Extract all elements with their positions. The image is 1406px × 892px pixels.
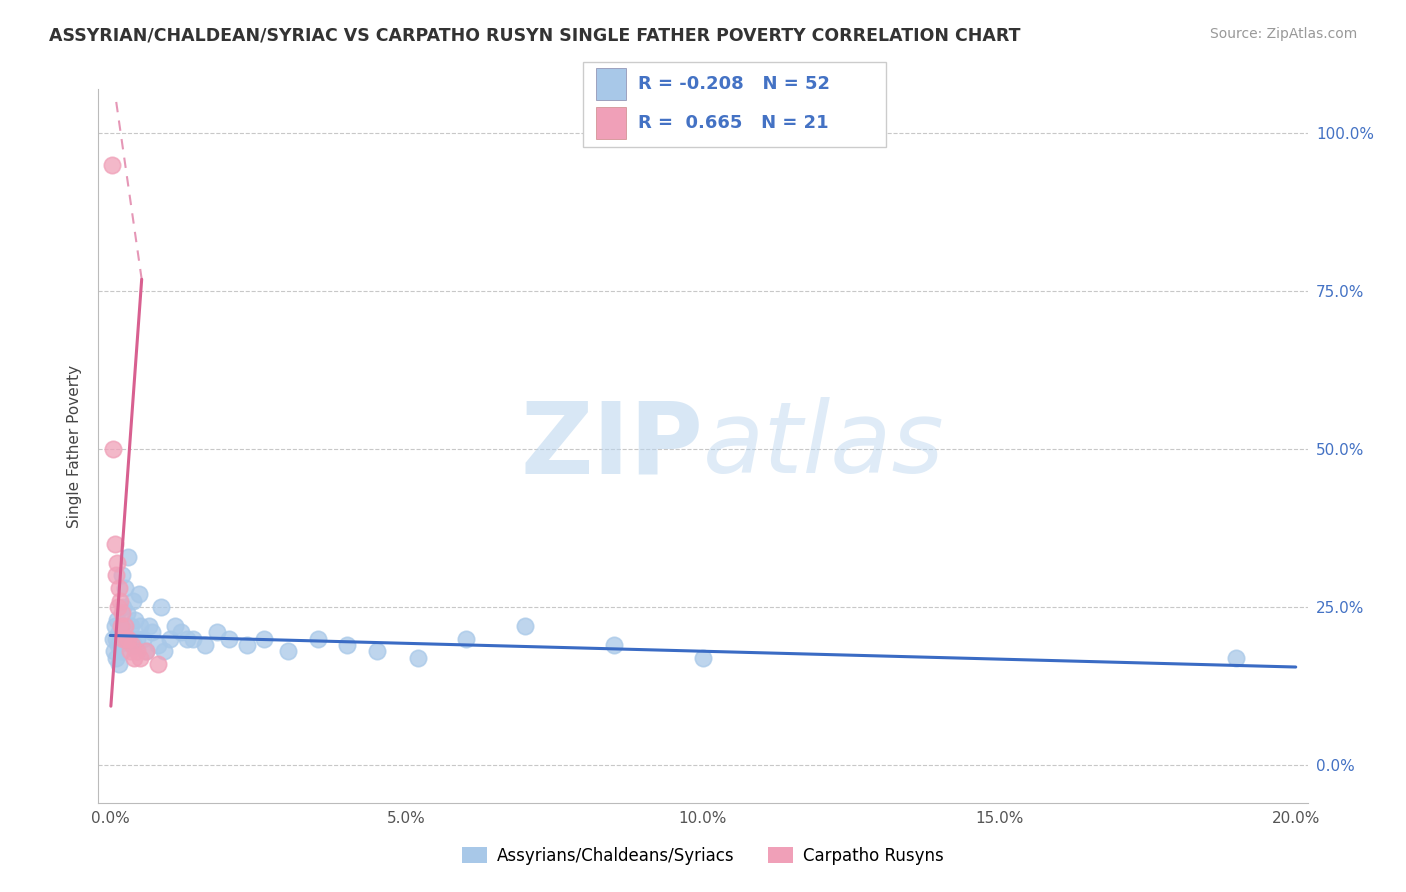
Point xyxy=(132,632,155,646)
Point xyxy=(138,619,160,633)
Point xyxy=(110,619,132,633)
Point xyxy=(105,556,128,570)
Point xyxy=(114,619,136,633)
Point xyxy=(118,644,141,658)
Text: ZIP: ZIP xyxy=(520,398,703,494)
Point xyxy=(112,600,135,615)
Point xyxy=(121,593,143,607)
Y-axis label: Single Father Poverty: Single Father Poverty xyxy=(67,365,83,527)
Point xyxy=(277,644,299,658)
Point xyxy=(111,644,134,658)
Point xyxy=(121,638,143,652)
Legend: Assyrians/Chaldeans/Syriacs, Carpatho Rusyns: Assyrians/Chaldeans/Syriacs, Carpatho Ru… xyxy=(454,838,952,873)
Point xyxy=(125,632,148,646)
Point xyxy=(170,625,193,640)
Point xyxy=(114,581,136,595)
Point xyxy=(253,632,276,646)
Point xyxy=(176,632,198,646)
Point xyxy=(603,638,626,652)
Point xyxy=(152,644,174,658)
Point xyxy=(108,581,131,595)
Point xyxy=(125,644,148,658)
Point xyxy=(218,632,240,646)
Point xyxy=(692,650,714,665)
Point xyxy=(205,625,228,640)
Point xyxy=(105,613,128,627)
Point xyxy=(124,613,146,627)
Point xyxy=(101,158,124,172)
Point xyxy=(107,600,129,615)
Point xyxy=(129,619,152,633)
Point xyxy=(104,537,127,551)
Point xyxy=(114,625,136,640)
Point xyxy=(117,632,139,646)
Point xyxy=(107,638,129,652)
Point xyxy=(159,632,181,646)
Point xyxy=(366,644,388,658)
Point xyxy=(146,657,169,671)
Point xyxy=(110,619,132,633)
Point xyxy=(103,442,125,457)
Point xyxy=(135,644,157,658)
Point xyxy=(135,644,157,658)
Point xyxy=(1225,650,1247,665)
Point xyxy=(104,619,127,633)
Point xyxy=(110,593,132,607)
Point xyxy=(141,625,163,640)
Point xyxy=(112,632,135,646)
Bar xyxy=(596,68,626,100)
Bar xyxy=(596,106,626,139)
Point xyxy=(105,568,128,582)
Point xyxy=(111,568,134,582)
Point xyxy=(105,650,128,665)
Point xyxy=(105,632,128,646)
Point xyxy=(122,650,145,665)
Point xyxy=(194,638,217,652)
Text: ASSYRIAN/CHALDEAN/SYRIAC VS CARPATHO RUSYN SINGLE FATHER POVERTY CORRELATION CHA: ASSYRIAN/CHALDEAN/SYRIAC VS CARPATHO RUS… xyxy=(49,27,1021,45)
Text: R =  0.665   N = 21: R = 0.665 N = 21 xyxy=(638,113,828,132)
Text: Source: ZipAtlas.com: Source: ZipAtlas.com xyxy=(1209,27,1357,41)
Point xyxy=(165,619,187,633)
Point xyxy=(115,632,138,646)
Point xyxy=(117,549,139,564)
Point xyxy=(129,650,152,665)
Point xyxy=(101,632,124,646)
Point xyxy=(103,644,125,658)
Text: R = -0.208   N = 52: R = -0.208 N = 52 xyxy=(638,75,830,93)
Point xyxy=(235,638,257,652)
Point xyxy=(108,657,131,671)
Point xyxy=(336,638,359,652)
Point xyxy=(146,638,169,652)
Point xyxy=(108,625,131,640)
Text: atlas: atlas xyxy=(703,398,945,494)
Point xyxy=(118,632,141,646)
Point xyxy=(115,607,138,621)
Point xyxy=(515,619,537,633)
Point xyxy=(307,632,329,646)
Point xyxy=(454,632,477,646)
Point xyxy=(181,632,204,646)
Point xyxy=(122,638,145,652)
Point xyxy=(149,600,172,615)
Point xyxy=(128,587,150,601)
Point xyxy=(408,650,430,665)
Point xyxy=(120,619,142,633)
Point xyxy=(111,607,134,621)
